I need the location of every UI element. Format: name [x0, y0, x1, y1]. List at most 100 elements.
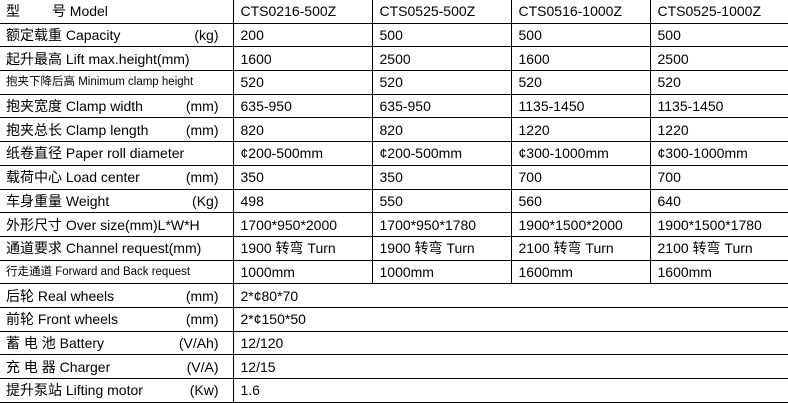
table-row: 行走通道 Forward and Back request 1000mm 1000m…	[0, 259, 788, 285]
value-cell: 12/120	[232, 330, 788, 356]
value-cell: 820	[371, 117, 512, 143]
value-cell: 1700*950*1780	[371, 212, 512, 237]
table-row: 车身重量 Weight (Kg) 498 550 560 640	[0, 188, 788, 214]
row-label-cell: 充 电 器 Charger (V/A)	[0, 354, 234, 379]
table-row: 抱夹总长 Clamp length (mm) 820 820 1220 1220	[0, 117, 788, 143]
value-cell: 2500	[371, 46, 512, 72]
row-unit: (mm)	[185, 169, 219, 186]
row-label-cell: 外形尺寸 Over size(mm)L*W*H	[0, 212, 234, 237]
row-label-cell: 车身重量 Weight (Kg)	[0, 188, 234, 214]
value-cell: 520	[649, 70, 788, 95]
value-cell: ¢300-1000mm	[649, 141, 788, 166]
value-cell: 1000mm	[371, 259, 512, 285]
value-cell: ¢200-500mm	[232, 141, 373, 166]
value-cell: 550	[371, 188, 512, 214]
row-label: 载荷中心 Load center	[6, 169, 140, 186]
table-row: 起升最高 Lift max.height(mm) 1600 2500 1600 2500	[0, 46, 788, 72]
model-cell: CTS0216-500Z	[232, 0, 373, 24]
value-cell: 500	[649, 22, 788, 48]
table-row: 抱夹宽度 Clamp width (mm) 635-950 635-950 1135-1…	[0, 93, 788, 119]
value-cell: 560	[510, 188, 651, 214]
row-label: 抱夹下降后高 Minimum clamp height	[6, 76, 194, 89]
table-row: 外形尺寸 Over size(mm)L*W*H 1700*950*2000 1700…	[0, 212, 788, 237]
row-unit: (V/Ah)	[178, 334, 219, 351]
row-label: 外形尺寸 Over size(mm)L*W*H	[6, 216, 200, 233]
table-row: 前轮 Front wheels (mm) 2*¢150*50	[0, 306, 788, 332]
table-row: 蓄 电 池 Battery (V/Ah) 12/120	[0, 330, 788, 356]
value-cell: 200	[232, 22, 373, 48]
value-cell: 1600	[232, 46, 373, 72]
value-cell: 635-950	[371, 93, 512, 119]
value-cell: 1220	[649, 117, 788, 143]
value-cell: 2500	[649, 46, 788, 72]
row-unit: (mm)	[185, 287, 219, 304]
row-label-cell: 起升最高 Lift max.height(mm)	[0, 46, 234, 72]
value-cell: 1700*950*2000	[232, 212, 373, 237]
row-label: 通道要求 Channel request(mm)	[6, 240, 202, 257]
table-row: 通道要求 Channel request(mm) 1900 转弯 Turn 1900…	[0, 235, 788, 261]
row-unit: (Kg)	[192, 192, 219, 209]
table-row: 充 电 器 Charger (V/A) 12/15	[0, 354, 788, 379]
header-row: 型 号 Model CTS0216-500Z CTS0525-500Z CTS0…	[0, 0, 788, 24]
table-row: 载荷中心 Load center (mm) 350 350 700 700	[0, 164, 788, 190]
row-label-cell: 抱夹下降后高 Minimum clamp height	[0, 70, 234, 95]
row-label: 纸卷直径 Paper roll diameter	[6, 145, 185, 162]
row-unit: (mm)	[185, 121, 219, 138]
value-cell: 350	[232, 164, 373, 190]
table-row: 额定载重 Capacity (kg) 200 500 500 500	[0, 22, 788, 48]
value-cell: 2100 转弯 Turn	[510, 235, 651, 261]
value-cell: ¢200-500mm	[371, 141, 512, 166]
row-label: 起升最高 Lift max.height(mm)	[6, 50, 190, 67]
value-cell: ¢300-1000mm	[510, 141, 651, 166]
value-cell: 2100 转弯 Turn	[649, 235, 788, 261]
row-unit: (mm)	[185, 311, 219, 328]
row-unit: (kg)	[194, 27, 219, 44]
value-cell: 350	[371, 164, 512, 190]
value-cell: 520	[371, 70, 512, 95]
value-cell: 12/15	[232, 354, 788, 379]
row-label: 行走通道 Forward and Back request	[6, 265, 191, 278]
table-row: 纸卷直径 Paper roll diameter ¢200-500mm ¢200-5…	[0, 141, 788, 166]
row-label-cell: 前轮 Front wheels (mm)	[0, 306, 234, 332]
value-cell: 820	[232, 117, 373, 143]
value-cell: 700	[510, 164, 651, 190]
value-cell: 1900 转弯 Turn	[371, 235, 512, 261]
value-cell: 520	[510, 70, 651, 95]
value-cell: 635-950	[232, 93, 373, 119]
value-cell: 1135-1450	[649, 93, 788, 119]
row-label: 前轮 Front wheels	[6, 311, 119, 328]
row-label-cell: 行走通道 Forward and Back request	[0, 259, 234, 285]
row-label-cell: 纸卷直径 Paper roll diameter	[0, 141, 234, 166]
table-row: 后轮 Real wheels (mm) 2*¢80*70	[0, 283, 788, 308]
row-label-cell: 抱夹宽度 Clamp width (mm)	[0, 93, 234, 119]
row-label: 充 电 器 Charger	[6, 358, 111, 375]
model-cell: CTS0525-500Z	[371, 0, 512, 24]
row-label: 蓄 电 池 Battery	[6, 334, 105, 351]
value-cell: 1600mm	[510, 259, 651, 285]
value-cell: 2*¢80*70	[232, 283, 788, 308]
row-label: 额定载重 Capacity	[6, 27, 121, 44]
value-cell: 498	[232, 188, 373, 214]
row-label-cell: 提升泵站 Lifting motor (Kw)	[0, 378, 234, 403]
row-unit: (Kw)	[189, 382, 219, 399]
row-unit: (V/A)	[186, 358, 219, 375]
row-label: 抱夹宽度 Clamp width	[6, 98, 143, 115]
value-cell: 640	[649, 188, 788, 214]
row-unit: (mm)	[185, 98, 219, 115]
value-cell: 1600	[510, 46, 651, 72]
model-cell: CTS0516-1000Z	[510, 0, 651, 24]
table-row: 提升泵站 Lifting motor (Kw) 1.6	[0, 378, 788, 403]
value-cell: 1000mm	[232, 259, 373, 285]
value-cell: 1900*1500*1780	[649, 212, 788, 237]
value-cell: 1600mm	[649, 259, 788, 285]
row-label-cell: 额定载重 Capacity (kg)	[0, 22, 234, 48]
value-cell: 500	[510, 22, 651, 48]
model-cell: CTS0525-1000Z	[649, 0, 788, 24]
row-label-cell: 蓄 电 池 Battery (V/Ah)	[0, 330, 234, 356]
row-label: 车身重量 Weight	[6, 192, 110, 209]
value-cell: 500	[371, 22, 512, 48]
row-label-cell: 载荷中心 Load center (mm)	[0, 164, 234, 190]
value-cell: 520	[232, 70, 373, 95]
value-cell: 1135-1450	[510, 93, 651, 119]
